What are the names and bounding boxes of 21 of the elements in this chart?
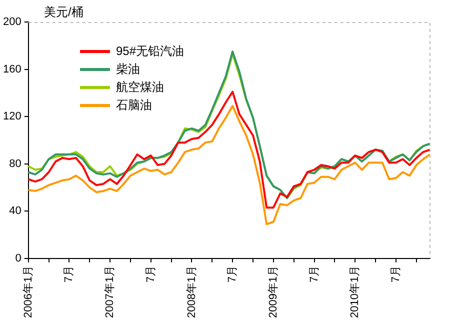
x-tick-label: 2008年1月	[186, 265, 198, 318]
x-tick-label: 2010年1月	[349, 265, 362, 318]
legend-label: 柴油	[116, 60, 140, 78]
x-tick-label: 2007年1月	[104, 265, 116, 318]
x-tick-label: 2006年1月	[22, 265, 34, 318]
x-tick-label: 7月	[308, 265, 320, 283]
y-tick-label: 40	[9, 205, 22, 218]
y-axis-title: 美元/桶	[44, 4, 84, 21]
x-tick-label: 2009年1月	[267, 265, 280, 318]
x-tick-label: 7月	[390, 265, 402, 283]
y-tick-label: 200	[2, 16, 22, 28]
y-tick-label: 120	[2, 110, 22, 123]
y-tick-label: 80	[9, 158, 22, 170]
y-tick-label: 160	[2, 63, 22, 76]
legend-label: 95#无铅汽油	[116, 42, 184, 60]
legend-label: 石脑油	[116, 96, 152, 114]
x-tick-label: 7月	[63, 265, 76, 283]
x-tick-label: 7月	[226, 265, 239, 283]
legend-label: 航空煤油	[116, 78, 164, 96]
x-tick-label: 7月	[144, 265, 157, 283]
y-tick-label: 0	[15, 252, 22, 264]
